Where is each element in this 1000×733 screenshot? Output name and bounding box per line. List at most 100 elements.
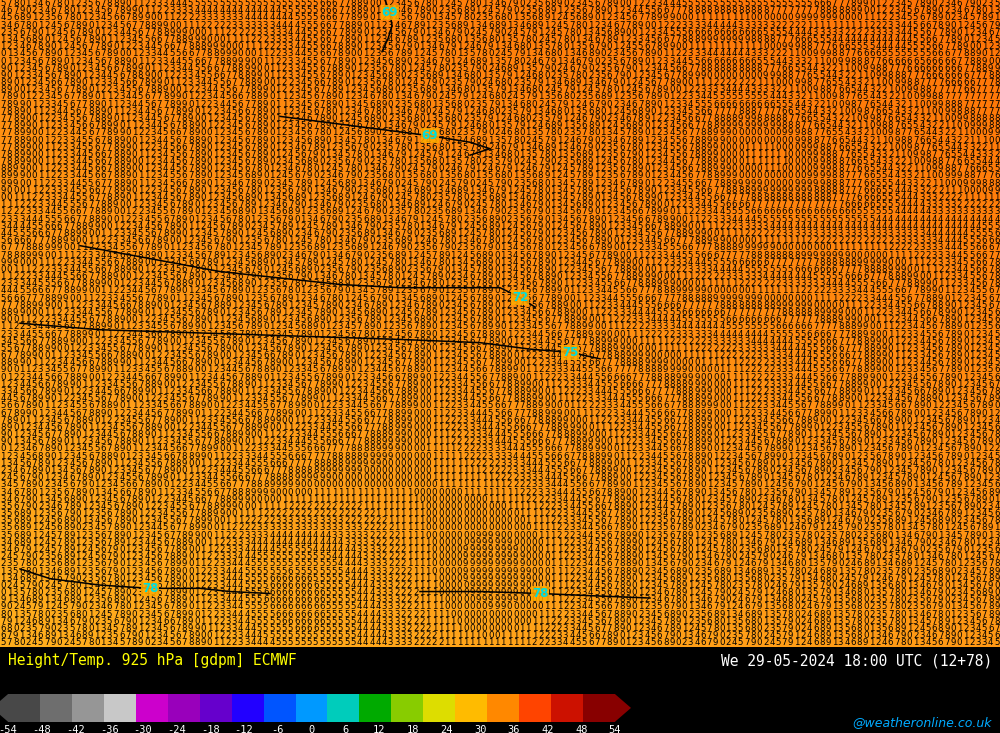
Text: 0: 0 [819, 416, 825, 424]
Text: 1: 1 [525, 358, 531, 367]
Text: 4: 4 [675, 251, 681, 259]
Text: 1: 1 [438, 452, 443, 460]
Text: 0: 0 [300, 279, 306, 288]
Text: 6: 6 [307, 136, 312, 144]
Text: 5: 5 [344, 617, 350, 626]
Text: 2: 2 [607, 408, 612, 418]
Text: 4: 4 [157, 136, 162, 144]
Text: 8: 8 [869, 552, 875, 561]
Text: 6: 6 [632, 207, 637, 216]
Text: 8: 8 [25, 21, 31, 29]
Text: 2: 2 [38, 13, 43, 23]
Text: 8: 8 [0, 358, 6, 367]
Text: 1: 1 [19, 315, 25, 324]
Text: 4: 4 [319, 538, 325, 547]
Text: 8: 8 [119, 351, 125, 360]
Text: 9: 9 [294, 480, 300, 490]
Text: 6: 6 [119, 13, 125, 23]
Text: 5: 5 [744, 574, 750, 583]
Text: 7: 7 [975, 172, 981, 180]
Text: 5: 5 [619, 186, 625, 195]
Text: 9: 9 [25, 121, 31, 130]
Text: 6: 6 [169, 402, 175, 410]
Text: 3: 3 [838, 287, 843, 295]
Text: 3: 3 [913, 595, 918, 604]
Text: 5: 5 [594, 610, 600, 619]
Text: 7: 7 [188, 157, 193, 166]
Text: 5: 5 [488, 13, 493, 23]
Text: 3: 3 [588, 78, 593, 87]
Text: 8: 8 [482, 279, 487, 288]
Text: 1: 1 [788, 516, 793, 526]
Text: 4: 4 [169, 265, 175, 274]
Text: 9: 9 [619, 258, 625, 267]
Text: 6: 6 [857, 200, 862, 209]
Text: 5: 5 [13, 474, 18, 482]
Text: 9: 9 [200, 315, 206, 324]
Text: 2: 2 [838, 581, 843, 590]
Text: 2: 2 [575, 92, 581, 101]
Text: 2: 2 [269, 330, 275, 339]
Text: 4: 4 [563, 495, 568, 504]
Text: 3: 3 [532, 336, 537, 346]
Text: 6: 6 [44, 222, 50, 231]
Text: 1: 1 [963, 509, 968, 518]
Text: 2: 2 [182, 423, 187, 432]
Text: 1: 1 [938, 466, 943, 475]
Text: 4: 4 [338, 545, 343, 554]
Text: 5: 5 [319, 631, 325, 640]
Text: 5: 5 [850, 215, 856, 224]
Text: 1: 1 [488, 474, 493, 482]
Text: 6: 6 [607, 531, 612, 539]
Text: 0: 0 [394, 452, 400, 460]
Text: 8: 8 [400, 402, 406, 410]
Text: 9: 9 [638, 172, 643, 180]
Text: 7: 7 [375, 287, 381, 295]
Text: 6: 6 [619, 372, 625, 382]
Text: 9: 9 [175, 567, 181, 575]
Text: 1: 1 [32, 179, 37, 188]
Text: 1: 1 [269, 172, 275, 180]
Text: 5: 5 [25, 287, 31, 295]
Text: 4: 4 [713, 330, 718, 339]
Text: 7: 7 [975, 438, 981, 446]
Text: 1: 1 [394, 294, 400, 303]
Text: 9: 9 [563, 423, 568, 432]
Text: 7: 7 [944, 638, 950, 647]
Text: 0: 0 [7, 193, 12, 202]
Text: 4: 4 [763, 272, 768, 281]
Text: 2: 2 [44, 315, 50, 324]
Text: 5: 5 [794, 531, 800, 539]
Text: 6: 6 [38, 438, 43, 446]
Text: 1: 1 [519, 143, 525, 152]
Text: 6: 6 [407, 330, 412, 339]
Text: 1: 1 [69, 344, 75, 353]
Text: 5: 5 [375, 387, 381, 396]
Text: 7: 7 [675, 516, 681, 526]
Text: 4: 4 [907, 207, 912, 216]
Text: 8: 8 [300, 265, 306, 274]
Text: 0: 0 [557, 272, 562, 281]
Text: 8: 8 [244, 487, 250, 496]
Text: 3: 3 [50, 480, 56, 490]
Text: 5: 5 [794, 107, 800, 116]
Text: 2: 2 [88, 243, 93, 252]
Text: 0: 0 [963, 336, 968, 346]
Text: 1: 1 [625, 444, 631, 454]
Text: 0: 0 [719, 287, 725, 295]
Text: 8: 8 [744, 480, 750, 490]
Text: 4: 4 [625, 408, 631, 418]
Text: 3: 3 [375, 358, 381, 367]
Text: 5: 5 [544, 330, 550, 339]
Text: 1: 1 [775, 236, 781, 245]
Text: 1: 1 [800, 588, 806, 597]
Text: 2: 2 [644, 567, 650, 575]
Text: 0: 0 [175, 466, 181, 475]
Text: 7: 7 [425, 272, 431, 281]
Text: 3: 3 [957, 207, 962, 216]
Text: 7: 7 [125, 430, 131, 439]
Text: 5: 5 [575, 229, 581, 238]
Text: 8: 8 [38, 610, 43, 619]
Text: 1: 1 [44, 402, 50, 410]
Text: 0: 0 [982, 49, 987, 59]
